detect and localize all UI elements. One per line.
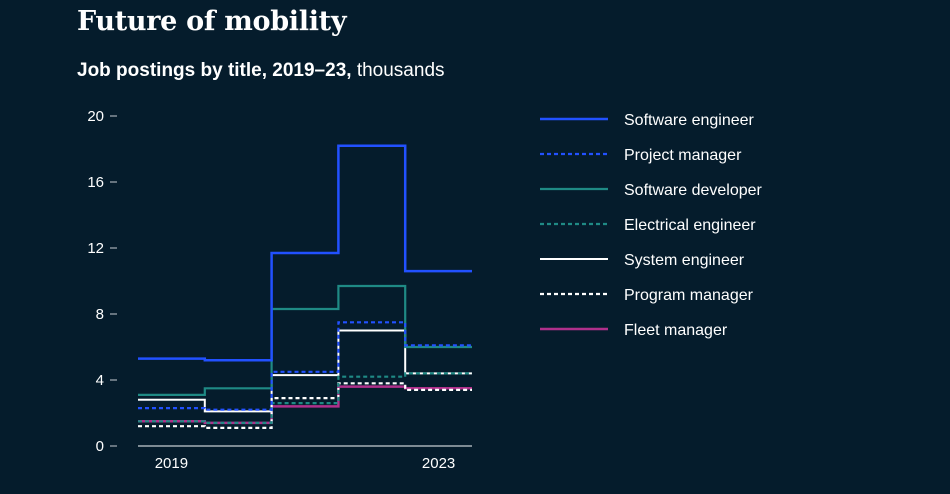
legend-item-project-manager: Project manager bbox=[540, 147, 742, 164]
legend-item-fleet-manager: Fleet manager bbox=[540, 322, 728, 339]
x-axis: 2019 2023 bbox=[138, 445, 472, 472]
legend-item-system-engineer: System engineer bbox=[540, 252, 745, 269]
series-line-fleet-manager bbox=[138, 385, 472, 425]
y-axis: 0 4 8 12 16 20 bbox=[87, 108, 117, 455]
y-tick-label-4: 4 bbox=[96, 372, 104, 389]
legend-item-program-manager: Program manager bbox=[540, 287, 754, 304]
legend-label: Electrical engineer bbox=[624, 217, 756, 234]
legend-label: Project manager bbox=[624, 147, 742, 164]
y-tick-label-20: 20 bbox=[87, 108, 104, 125]
y-tick-label-0: 0 bbox=[96, 438, 104, 455]
x-tick-label-2023: 2023 bbox=[422, 455, 455, 472]
y-tick-label-12: 12 bbox=[87, 240, 104, 257]
y-tick-label-16: 16 bbox=[87, 174, 104, 191]
legend-item-software-engineer: Software engineer bbox=[540, 112, 755, 129]
legend-label: Fleet manager bbox=[624, 322, 728, 339]
chart-subtitle: Job postings by title, 2019–23, thousand… bbox=[77, 60, 445, 82]
series-layer bbox=[138, 144, 472, 429]
subtitle-main: Job postings by title, 2019–23, bbox=[77, 60, 352, 81]
legend-item-electrical-engineer: Electrical engineer bbox=[540, 217, 756, 234]
series-line-electrical-engineer bbox=[138, 372, 472, 424]
y-tick-label-8: 8 bbox=[96, 306, 104, 323]
series-line-system-engineer bbox=[138, 329, 472, 413]
legend-item-software-developer: Software developer bbox=[540, 182, 763, 199]
series-line-program-manager bbox=[138, 382, 472, 429]
chart-title: Future of mobility bbox=[77, 6, 347, 37]
x-tick-label-2019: 2019 bbox=[155, 455, 188, 472]
legend: Software engineer Project manager Software… bbox=[540, 112, 763, 339]
legend-label: Software engineer bbox=[624, 112, 755, 129]
series-line-software-developer bbox=[138, 284, 472, 396]
legend-label: System engineer bbox=[624, 252, 745, 269]
legend-label: Program manager bbox=[624, 287, 754, 304]
subtitle-unit: thousands bbox=[356, 60, 445, 81]
legend-label: Software developer bbox=[624, 182, 763, 199]
series-line-project-manager bbox=[138, 321, 472, 411]
series-line-software-engineer bbox=[138, 144, 472, 362]
